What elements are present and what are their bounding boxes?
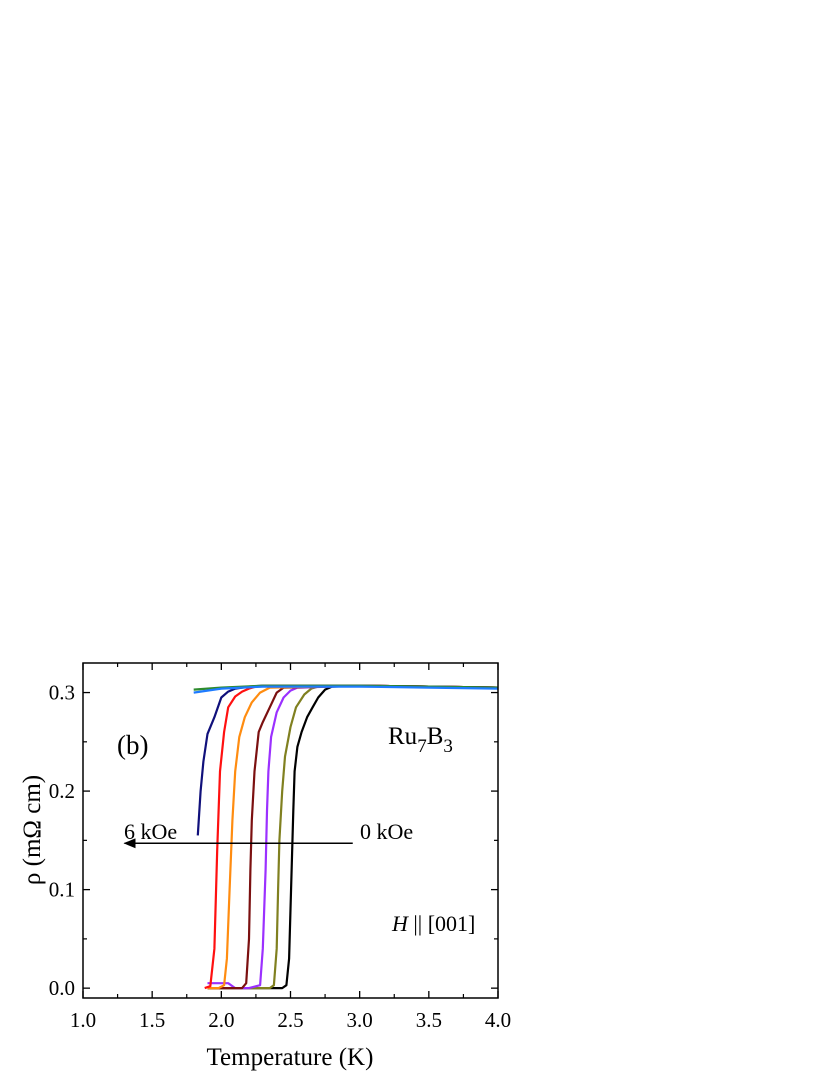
series-line-4 bbox=[207, 684, 498, 990]
field-variable: H bbox=[391, 911, 409, 936]
compound-element-b: B bbox=[427, 723, 444, 750]
y-axis-ticks: 0.0 0.1 0.2 0.3 bbox=[49, 681, 498, 1000]
y-tick-label: 0.0 bbox=[49, 976, 75, 1000]
y-tick-label: 0.2 bbox=[49, 779, 75, 803]
series-line-9 bbox=[193, 685, 498, 694]
x-tick-label: 2.0 bbox=[208, 1008, 234, 1032]
x-tick-label: 3.0 bbox=[347, 1008, 373, 1032]
compound-element-ru: Ru bbox=[388, 723, 418, 750]
series-line-7 bbox=[196, 684, 498, 836]
x-tick-label: 1.5 bbox=[139, 1008, 165, 1032]
x-tick-label: 1.0 bbox=[70, 1008, 96, 1032]
x-tick-label: 4.0 bbox=[485, 1008, 511, 1032]
x-axis-title: Temperature (K) bbox=[207, 1044, 374, 1071]
panel-label: (b) bbox=[117, 730, 148, 760]
y-axis-title: ρ (mΩ cm) bbox=[19, 775, 46, 885]
series-layer bbox=[193, 684, 498, 990]
compound-subscript-b: 3 bbox=[443, 736, 453, 757]
compound-label: Ru7B3 bbox=[388, 723, 453, 757]
compound-subscript-ru: 7 bbox=[417, 736, 427, 757]
y-tick-label: 0.3 bbox=[49, 681, 75, 705]
field-direction-label: H || [001] bbox=[391, 911, 475, 936]
x-tick-label: 2.5 bbox=[277, 1008, 303, 1032]
y-tick-label: 0.1 bbox=[49, 878, 75, 902]
arrow-end-label: 6 kOe bbox=[124, 819, 177, 844]
x-axis-ticks: 1.0 1.5 2.0 2.5 3.0 3.5 4.0 bbox=[70, 663, 511, 1032]
x-tick-label: 3.5 bbox=[416, 1008, 442, 1032]
arrow-start-label: 0 kOe bbox=[360, 819, 413, 844]
field-direction: || [001] bbox=[408, 911, 475, 936]
